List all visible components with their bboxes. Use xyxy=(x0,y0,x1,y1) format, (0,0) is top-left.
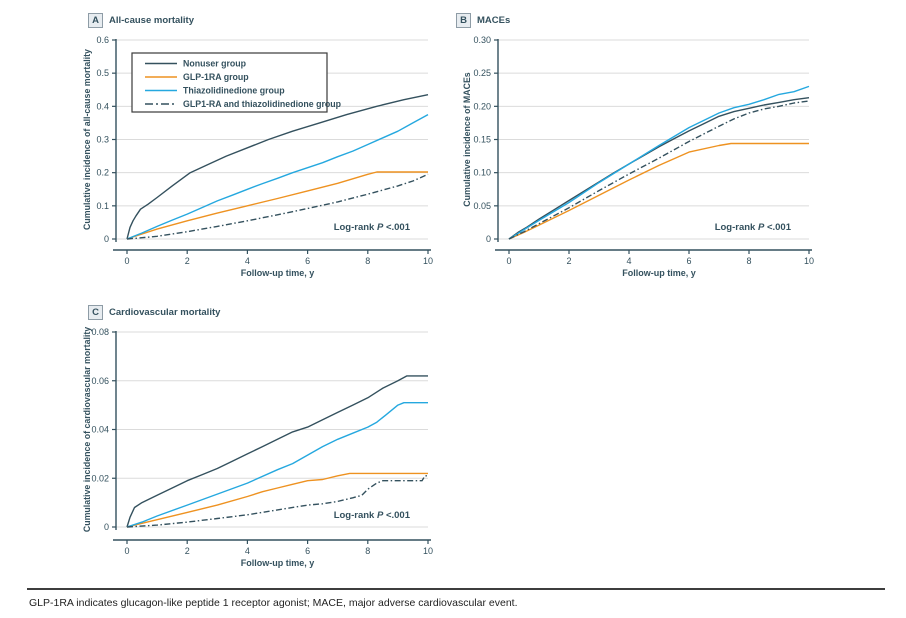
y-axis-label: Cumulative incidence of MACEs xyxy=(462,72,472,207)
chart-maces: 0 0.05 0.10 0.15 0.20 0.25 0.30 0 2 4 6 8 10 Follow-u… xyxy=(462,35,814,278)
y-axis-label: Cumulative incidence of cardiovascular m… xyxy=(82,327,92,532)
y-tick-label: 0 xyxy=(104,522,109,532)
series-line-glp-1ra-group xyxy=(126,171,428,240)
y-axis-label: Cumulative incidence of all-cause mortal… xyxy=(82,49,92,230)
panel-a-letter: A xyxy=(88,13,103,28)
panel-a-title: All-cause mortality xyxy=(109,15,194,26)
x-tick-label: 8 xyxy=(746,256,751,266)
series-line-glp1-ra-and-thiazolidinedione-group xyxy=(126,475,428,528)
y-tick-label: 0.2 xyxy=(96,168,109,178)
series-line-nonuser-group xyxy=(126,375,428,528)
series-line-glp-1ra-group xyxy=(508,142,809,240)
x-tick-label: 6 xyxy=(686,256,691,266)
x-tick-label: 8 xyxy=(365,546,370,556)
logrank-annotation: Log-rank P <.001 xyxy=(334,510,411,521)
legend-item-label: Nonuser group xyxy=(183,59,247,69)
x-tick-label: 0 xyxy=(124,256,129,266)
series-line-nonuser-group xyxy=(126,94,429,240)
logrank-annotation: Log-rank P <.001 xyxy=(334,222,411,233)
x-tick-label: 4 xyxy=(245,546,250,556)
x-axis-label: Follow-up time, y xyxy=(241,268,315,278)
legend-item-label: GLP1-RA and thiazolidinedione group xyxy=(183,99,342,109)
y-tick-label: 0.3 xyxy=(96,135,109,145)
y-tick-label: 0.02 xyxy=(91,473,109,483)
y-tick-label: 0.08 xyxy=(91,327,109,337)
series-line-glp-1ra-group xyxy=(126,472,428,528)
x-tick-label: 10 xyxy=(804,256,814,266)
y-tick-label: 0.4 xyxy=(96,101,109,111)
x-tick-label: 10 xyxy=(423,256,433,266)
y-tick-label: 0.30 xyxy=(473,35,491,45)
y-tick-label: 0.1 xyxy=(96,201,109,211)
panel-c-header: C Cardiovascular mortality xyxy=(88,305,220,320)
y-tick-label: 0.05 xyxy=(473,201,491,211)
x-tick-label: 2 xyxy=(185,546,190,556)
series-line-thiazolidinedione-group xyxy=(508,85,810,240)
y-tick-label: 0 xyxy=(104,234,109,244)
x-tick-label: 6 xyxy=(305,546,310,556)
series-line-thiazolidinedione-group xyxy=(126,401,428,528)
legend-item-label: Thiazolidinedione group xyxy=(183,86,285,96)
panel-b-letter: B xyxy=(456,13,471,28)
y-tick-label: 0.6 xyxy=(96,35,109,45)
panel-b-title: MACEs xyxy=(477,15,511,26)
y-tick-label: 0.10 xyxy=(473,168,491,178)
logrank-annotation: Log-rank P <.001 xyxy=(715,222,792,233)
panel-c-letter: C xyxy=(88,305,103,320)
x-tick-label: 4 xyxy=(626,256,631,266)
x-axis-label: Follow-up time, y xyxy=(241,558,315,568)
series-line-glp1-ra-and-thiazolidinedione-group xyxy=(126,173,429,240)
figure-footnote: GLP-1RA indicates glucagon-like peptide … xyxy=(29,597,518,609)
panel-c-title: Cardiovascular mortality xyxy=(109,307,221,318)
x-tick-label: 8 xyxy=(365,256,370,266)
chart-all-cause-mortality: 0 0.1 0.2 0.3 0.4 0.5 0.6 0 2 4 6 8 10 Follow-up time… xyxy=(82,35,433,278)
x-axis-label: Follow-up time, y xyxy=(622,268,696,278)
series-line-nonuser-group xyxy=(508,97,810,240)
footer-divider xyxy=(27,588,885,590)
panel-b-header: B MACEs xyxy=(456,13,510,28)
series-line-thiazolidinedione-group xyxy=(126,113,429,240)
x-tick-label: 0 xyxy=(124,546,129,556)
y-tick-label: 0.25 xyxy=(473,68,491,78)
legend-item-label: GLP-1RA group xyxy=(183,72,249,82)
x-tick-label: 4 xyxy=(245,256,250,266)
y-tick-label: 0.15 xyxy=(473,135,491,145)
y-tick-label: 0.20 xyxy=(473,101,491,111)
y-tick-label: 0 xyxy=(486,234,491,244)
x-tick-label: 0 xyxy=(506,256,511,266)
panel-a-header: A All-cause mortality xyxy=(88,13,194,28)
series-line-glp1-ra-and-thiazolidinedione-group xyxy=(508,100,810,240)
x-tick-label: 6 xyxy=(305,256,310,266)
y-tick-label: 0.04 xyxy=(91,425,109,435)
chart-cardiovascular-mortality: 0 0.02 0.04 0.06 0.08 0 2 4 6 8 10 Follow-up time, … xyxy=(82,327,433,568)
x-tick-label: 2 xyxy=(566,256,571,266)
y-tick-label: 0.06 xyxy=(91,376,109,386)
y-tick-label: 0.5 xyxy=(96,68,109,78)
x-tick-label: 2 xyxy=(185,256,190,266)
x-tick-label: 10 xyxy=(423,546,433,556)
